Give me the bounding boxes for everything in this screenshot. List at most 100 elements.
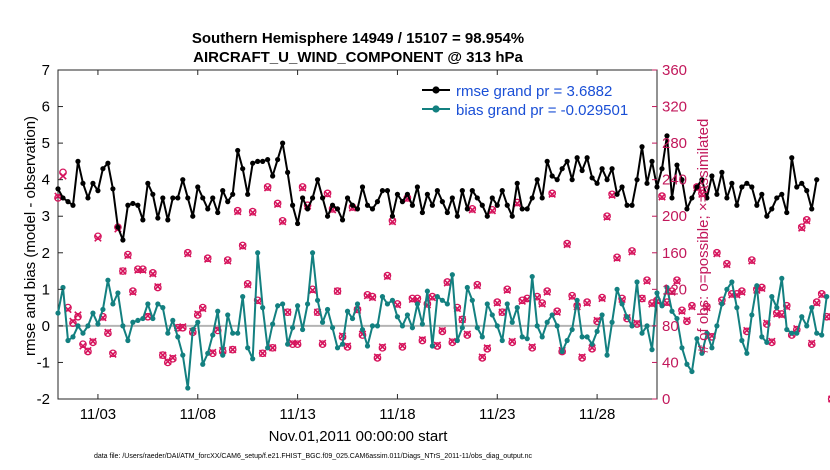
rmse-point [774, 195, 780, 201]
obs-possible-marker [478, 354, 487, 362]
obs-assimilated-marker [368, 293, 377, 302]
bias-point [444, 301, 450, 307]
obs-assimilated-marker [248, 208, 257, 217]
obs-possible-marker [318, 340, 327, 349]
rmse-point [499, 188, 505, 194]
obs-assimilated-marker [713, 249, 721, 258]
obs-possible-marker [493, 298, 502, 306]
x-tick-label: 11/03 [80, 406, 116, 423]
obs-assimilated-marker [538, 300, 546, 308]
rmse-point [354, 206, 361, 212]
bias-point [464, 284, 470, 291]
obs-assimilated-marker [198, 304, 207, 313]
obs-possible-marker [693, 183, 701, 191]
rmse-point [314, 177, 321, 183]
rmse-point [574, 155, 580, 161]
rmse-point [125, 202, 131, 208]
obs-assimilated-marker [149, 270, 157, 278]
bias-point [205, 350, 211, 356]
rmse-point [714, 191, 720, 197]
bias-point [664, 284, 670, 291]
obs-assimilated-marker [768, 337, 776, 346]
rmse-point [549, 173, 555, 179]
y-left-tick-label: 3 [42, 208, 50, 225]
obs-assimilated-marker [154, 282, 162, 291]
obs-assimilated-marker [308, 286, 317, 295]
rmse-point [389, 213, 396, 219]
obs-possible-marker [548, 189, 557, 198]
rmse-point [205, 206, 211, 212]
obs-possible-marker [153, 283, 162, 292]
rmse-point [619, 184, 625, 190]
rmse-point [324, 213, 331, 219]
rmse-point [434, 188, 440, 194]
obs-assimilated-marker [643, 277, 651, 285]
bias-point [160, 305, 166, 311]
rmse-point [364, 202, 371, 208]
obs-assimilated-marker [283, 308, 292, 316]
rmse-point [689, 195, 695, 201]
rmse-point [75, 158, 81, 164]
obs-possible-marker [243, 279, 252, 288]
obs-assimilated-marker [378, 343, 387, 351]
obs-possible-marker [233, 206, 242, 215]
rmse-point [255, 158, 261, 164]
bias-point [529, 273, 535, 280]
bias-point [504, 301, 510, 307]
bias-point [295, 303, 301, 309]
obs-possible-marker [463, 331, 472, 339]
bias-point [574, 297, 580, 303]
rmse-point [150, 191, 156, 197]
y-right-tick-label: 80 [662, 318, 679, 335]
x-tick-label: 11/23 [479, 406, 515, 423]
obs-assimilated-marker [298, 184, 307, 192]
obs-possible-marker [79, 340, 87, 349]
bias-point [639, 330, 645, 336]
obs-assimilated-marker [443, 279, 452, 287]
rmse-series [55, 133, 820, 243]
obs-assimilated-marker [203, 255, 212, 263]
obs-possible-marker [104, 329, 112, 338]
rmse-point [285, 169, 291, 175]
obs-assimilated-marker [658, 193, 666, 201]
bias-point [569, 326, 575, 333]
bias-point [95, 321, 101, 327]
obs-assimilated-marker [144, 312, 152, 320]
rmse-point [65, 199, 71, 205]
obs-assimilated-marker [124, 251, 132, 260]
obs-assimilated-marker [583, 299, 591, 307]
obs-assimilated-marker [578, 353, 586, 361]
bias-point [644, 323, 650, 329]
rmse-point [464, 206, 470, 212]
obs-assimilated-marker [613, 254, 621, 263]
rmse-point [624, 202, 630, 208]
bias-point [145, 301, 151, 307]
y-left-tick-labels: -2 -1 0 1 2 3 4 5 6 7 [37, 62, 50, 408]
obs-possible-marker [817, 290, 826, 298]
obs-assimilated-marker [468, 206, 477, 214]
obs-assimilated-marker [323, 190, 332, 199]
bias-point [65, 337, 71, 344]
y-right-tick-label: 320 [662, 99, 687, 116]
obs-assimilated-marker [812, 299, 821, 307]
bias-point [519, 334, 525, 340]
rmse-point [804, 188, 810, 194]
bias-point [414, 301, 420, 307]
y-axis-label-right: # of obs: o=possible; ×=assimilated [695, 119, 712, 354]
bias-point [419, 321, 425, 327]
obs-possible-marker [84, 347, 92, 356]
rmse-point [759, 191, 765, 197]
obs-assimilated-marker [508, 337, 517, 346]
bias-point [619, 301, 625, 307]
y-left-tick-label: 5 [42, 135, 50, 152]
rmse-point [664, 133, 670, 139]
rmse-point [569, 177, 575, 183]
obs-possible-marker [762, 320, 771, 328]
bias-point [724, 286, 730, 292]
obs-possible-marker [797, 223, 806, 232]
rmse-point [749, 184, 755, 190]
bias-point [424, 288, 430, 294]
obs-assimilated-marker [293, 339, 302, 348]
obs-possible-marker [333, 287, 342, 296]
obs-assimilated-marker [318, 339, 327, 348]
